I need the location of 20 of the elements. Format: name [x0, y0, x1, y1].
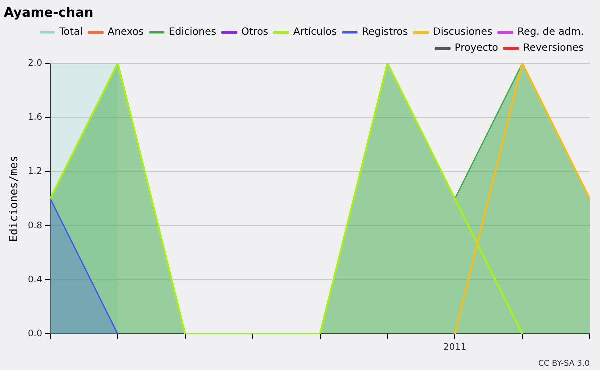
legend-label: Discusiones	[433, 27, 493, 38]
legend-label: Reg. de adm.	[518, 27, 584, 38]
legend-label: Anexos	[108, 27, 144, 38]
y-tick-label: 0.4	[28, 275, 43, 286]
legend-label: Reversiones	[523, 43, 584, 54]
x-tick-label: 2011	[444, 342, 467, 353]
legend-label: Total	[58, 27, 83, 38]
text: CC BY-SA 3.0	[538, 359, 590, 368]
legend-label: Registros	[362, 27, 408, 38]
y-tick-label: 0.8	[28, 221, 43, 232]
legend-label: Proyecto	[454, 43, 498, 54]
y-tick-label: 1.2	[28, 167, 43, 178]
y-axis-title: Ediciones/mes	[7, 156, 20, 242]
chart-title: Ayame-chan	[4, 6, 94, 22]
y-tick-label: 1.6	[28, 113, 43, 124]
y-tick-label: 2.0	[28, 58, 43, 69]
legend-label: Artículos	[294, 27, 338, 38]
y-tick-label: 0.0	[28, 330, 43, 340]
legend-label: Otros	[242, 27, 269, 38]
legend-label: Ediciones	[168, 27, 217, 38]
